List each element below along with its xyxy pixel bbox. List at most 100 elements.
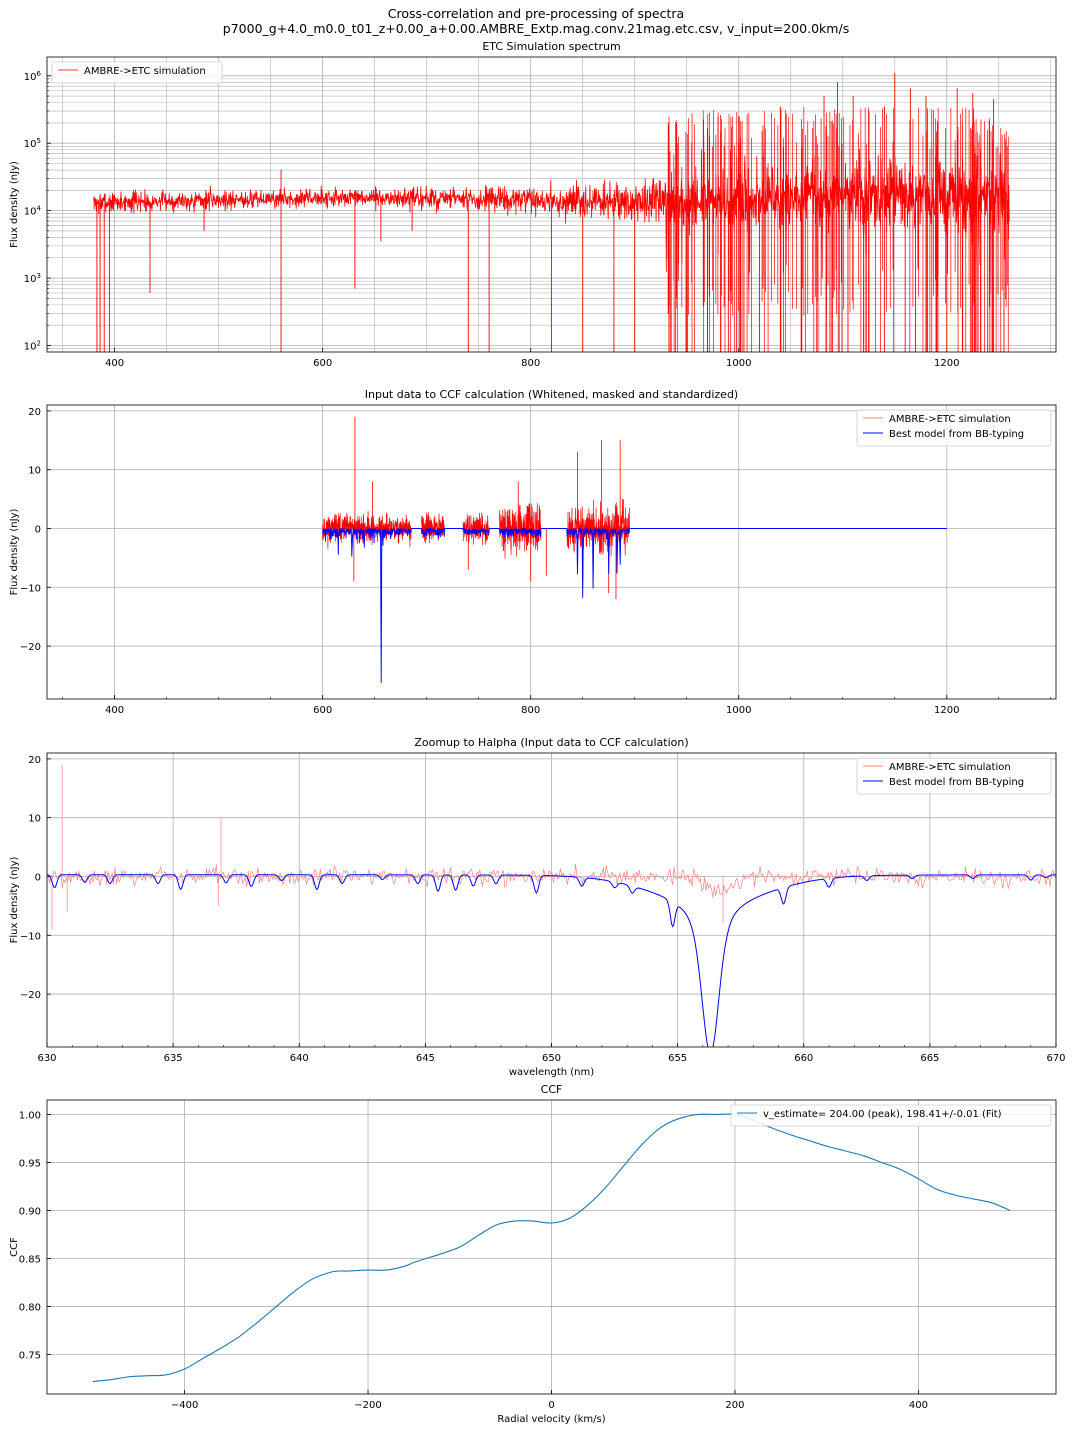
- y-ticks: 0.75 0.80 0.85 0.90 0.95 1.00: [19, 1110, 51, 1362]
- legend: v_estimate= 204.00 (peak), 198.41+/-0.01…: [730, 1104, 1052, 1127]
- chart-ccf-input: 400 600 800 1000 1200 −20 −10 0 10 20 Input data t…: [9, 388, 1057, 716]
- x-tick-label: 640: [290, 1053, 309, 1064]
- x-tick-label: 600: [313, 705, 332, 716]
- legend: AMBRE->ETC simulation Best model from BB-…: [856, 409, 1052, 447]
- chart-title: CCF: [541, 1083, 563, 1096]
- figure-title-line2: p7000_g+4.0_m0.0_t01_z+0.00_a+0.00.AMBRE…: [223, 21, 849, 36]
- simulation-spikes: [51, 764, 724, 930]
- y-tick-exponent: 6: [37, 70, 42, 78]
- spectral-features: [96, 73, 1009, 352]
- y-tick-label: 0.90: [19, 1206, 41, 1217]
- chart-title: Zoomup to Halpha (Input data to CCF calc…: [414, 736, 688, 749]
- y-axis-label: Flux density (nJy): [9, 508, 20, 595]
- legend-frame: [856, 409, 1052, 447]
- x-tick-label: 400: [105, 705, 124, 716]
- y-tick-label: 0.80: [19, 1303, 41, 1314]
- y-tick-label: 10: [28, 466, 41, 477]
- y-ticks: −20 −10 0 10 20: [20, 755, 51, 1001]
- y-tick-label: 105: [24, 137, 41, 150]
- series-layer: [92, 1113, 1011, 1383]
- y-tick-exponent: 4: [37, 205, 42, 213]
- series-layer: [47, 764, 1056, 1047]
- legend-label: AMBRE->ETC simulation: [889, 762, 1011, 773]
- x-tick-label: −400: [171, 1400, 198, 1411]
- x-tick-label: −200: [354, 1400, 381, 1411]
- y-tick-label: 104: [24, 205, 42, 218]
- y-tick-label: −20: [20, 642, 41, 653]
- y-tick-label: 0.85: [19, 1255, 41, 1266]
- y-tick-exponent: 3: [37, 272, 41, 280]
- x-axis-label: Radial velocity (km/s): [497, 1414, 605, 1425]
- x-tick-label: 1000: [726, 705, 751, 716]
- y-tick-label: −10: [20, 583, 41, 594]
- legend: AMBRE->ETC simulation: [51, 61, 223, 84]
- y-tick-label: −10: [20, 931, 41, 942]
- chart-halpha-zoom: 630 635 640 645 650 655 660 665 670 −20 −10 0 10 20 Zo…: [9, 736, 1066, 1078]
- axes-frame: [46, 56, 1057, 353]
- series-line-simulation-segment: [322, 510, 412, 549]
- x-tick-label: 660: [794, 1053, 813, 1064]
- y-axis-label: Flux density (nJy): [9, 856, 20, 943]
- axes-frame: [46, 1099, 1057, 1395]
- gridlines: [47, 1100, 1056, 1394]
- x-tick-label: 600: [313, 358, 332, 369]
- y-tick-label: 10: [28, 814, 41, 825]
- x-tick-label: 0: [548, 1400, 554, 1411]
- y-tick-label: 20: [28, 407, 41, 418]
- x-tick-label: 650: [542, 1053, 561, 1064]
- y-tick-exponent: 5: [37, 137, 41, 145]
- legend-label: Best model from BB-typing: [889, 777, 1024, 788]
- legend-label: AMBRE->ETC simulation: [84, 66, 206, 77]
- y-tick-label: 20: [28, 755, 41, 766]
- y-axis-label: Flux density (nJy): [9, 161, 20, 248]
- simulation-spikes: [353, 416, 621, 600]
- x-tick-label: 1200: [934, 705, 959, 716]
- y-tick-label: 0: [35, 872, 41, 883]
- y-tick-label: 0.95: [19, 1158, 41, 1169]
- legend-frame: [856, 757, 1052, 795]
- chart-ccf: −400 −200 0 200 400 0.75 0.80 0.85 0.90 0.95 1.00 C…: [9, 1083, 1057, 1425]
- x-tick-label: 630: [37, 1053, 56, 1064]
- series-layer: [93, 73, 1010, 352]
- chart-title: Input data to CCF calculation (Whitened,…: [365, 388, 738, 401]
- figure-title-line1: Cross-correlation and pre-processing of …: [388, 6, 684, 21]
- legend-frame: [51, 61, 223, 84]
- x-ticks: 400 600 800 1000 1200: [105, 348, 960, 369]
- series-line-ccf: [92, 1113, 1011, 1383]
- series-line-best-model: [322, 528, 947, 684]
- y-tick-label: 1.00: [19, 1110, 41, 1121]
- x-tick-label: 665: [920, 1053, 939, 1064]
- y-tick-label: 0.75: [19, 1351, 41, 1362]
- series-line-etc-simulation: [93, 149, 1010, 294]
- y-tick-exponent: 2: [37, 339, 41, 347]
- x-tick-label: 1200: [934, 358, 959, 369]
- y-ticks: −20 −10 0 10 20: [20, 407, 51, 653]
- x-axis-label: wavelength (nm): [509, 1067, 594, 1078]
- y-tick-label: −20: [20, 990, 41, 1001]
- plot-area: [47, 405, 1056, 699]
- x-tick-label: 1000: [726, 358, 751, 369]
- x-tick-label: 645: [416, 1053, 435, 1064]
- x-tick-label: 635: [164, 1053, 183, 1064]
- x-tick-label: 800: [521, 358, 540, 369]
- series-line-best-model: [47, 874, 1056, 1047]
- legend-label: Best model from BB-typing: [889, 429, 1024, 440]
- axes-frame: [46, 752, 1057, 1048]
- y-tick-label: 103: [24, 272, 41, 285]
- legend: AMBRE->ETC simulation Best model from BB-…: [856, 757, 1052, 795]
- chart-title: ETC Simulation spectrum: [482, 40, 620, 53]
- legend-label: AMBRE->ETC simulation: [889, 414, 1011, 425]
- legend-frame: [730, 1104, 1052, 1127]
- y-axis-label: CCF: [9, 1237, 20, 1257]
- x-tick-label: 800: [521, 705, 540, 716]
- x-tick-label: 400: [105, 358, 124, 369]
- y-tick-label: 106: [24, 70, 42, 83]
- y-tick-label: 0: [35, 524, 41, 535]
- chart-etc-simulation: 400 600 800 1000 1200 102 103 104 105 106 ETC Simu…: [9, 40, 1057, 369]
- x-tick-label: 400: [909, 1400, 928, 1411]
- x-ticks: −400 −200 0 200 400: [171, 1390, 928, 1411]
- series-layer: [322, 416, 947, 684]
- legend-label: v_estimate= 204.00 (peak), 198.41+/-0.01…: [763, 1109, 1002, 1120]
- x-tick-label: 655: [668, 1053, 687, 1064]
